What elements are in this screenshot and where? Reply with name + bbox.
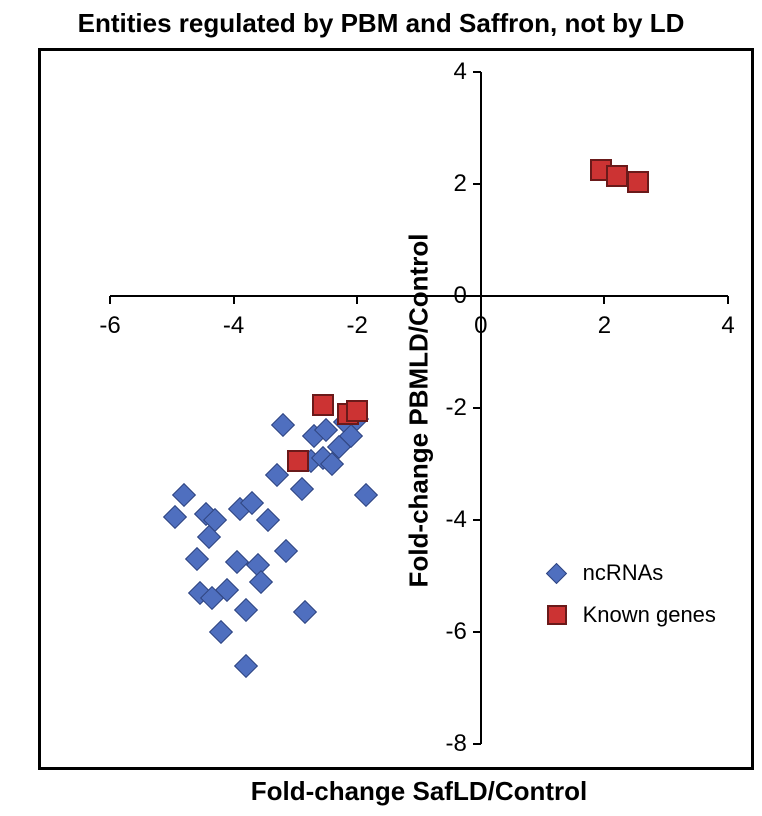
y-tick — [473, 519, 481, 521]
legend-item: Known genes — [543, 601, 716, 629]
y-tick-label: -6 — [445, 618, 466, 646]
legend-marker-square — [547, 605, 567, 625]
data-point-ncrnas — [274, 539, 298, 563]
y-axis-label: Fold-change PBMLD/Control — [403, 211, 434, 611]
y-tick-label: 0 — [453, 282, 466, 310]
x-tick-label: 4 — [721, 312, 734, 340]
legend-label: Known genes — [583, 602, 716, 628]
x-tick-label: 2 — [598, 312, 611, 340]
x-tick — [727, 296, 729, 304]
x-tick — [109, 296, 111, 304]
legend-item: ncRNAs — [543, 559, 716, 587]
data-point-ncrnas — [209, 620, 233, 644]
data-point-ncrnas — [354, 483, 378, 507]
legend-marker-diamond — [546, 563, 567, 584]
x-tick — [480, 296, 482, 304]
data-point-known-genes — [346, 400, 368, 422]
x-tick-label: -2 — [347, 312, 368, 340]
x-tick-label: -4 — [223, 312, 244, 340]
x-tick-label: -6 — [99, 312, 120, 340]
data-point-ncrnas — [225, 550, 249, 574]
data-point-ncrnas — [265, 463, 289, 487]
x-tick-label: 0 — [474, 312, 487, 340]
x-tick — [356, 296, 358, 304]
legend-label: ncRNAs — [583, 560, 664, 586]
x-tick — [603, 296, 605, 304]
data-point-known-genes — [287, 450, 309, 472]
y-tick-label: -8 — [445, 730, 466, 758]
data-point-known-genes — [312, 394, 334, 416]
data-point-ncrnas — [293, 600, 317, 624]
figure: Entities regulated by PBM and Saffron, n… — [0, 0, 762, 816]
y-tick-label: -2 — [445, 394, 466, 422]
y-tick — [473, 183, 481, 185]
data-point-known-genes — [606, 165, 628, 187]
data-point-ncrnas — [290, 477, 314, 501]
data-point-ncrnas — [163, 505, 187, 529]
y-tick — [473, 631, 481, 633]
data-point-known-genes — [627, 171, 649, 193]
y-tick-label: -4 — [445, 506, 466, 534]
legend: ncRNAs Known genes — [543, 559, 716, 643]
x-axis-label: Fold-change SafLD/Control — [110, 776, 728, 807]
y-tick-label: 2 — [453, 170, 466, 198]
chart-title: Entities regulated by PBM and Saffron, n… — [0, 8, 762, 39]
y-tick — [473, 71, 481, 73]
y-tick — [473, 407, 481, 409]
y-tick — [473, 743, 481, 745]
x-tick — [233, 296, 235, 304]
y-tick-label: 4 — [453, 58, 466, 86]
data-point-ncrnas — [256, 508, 280, 532]
data-point-ncrnas — [234, 598, 258, 622]
data-point-ncrnas — [249, 570, 273, 594]
data-point-ncrnas — [172, 483, 196, 507]
data-point-ncrnas — [234, 654, 258, 678]
y-tick — [473, 295, 481, 297]
data-point-ncrnas — [271, 413, 295, 437]
data-point-ncrnas — [184, 547, 208, 571]
